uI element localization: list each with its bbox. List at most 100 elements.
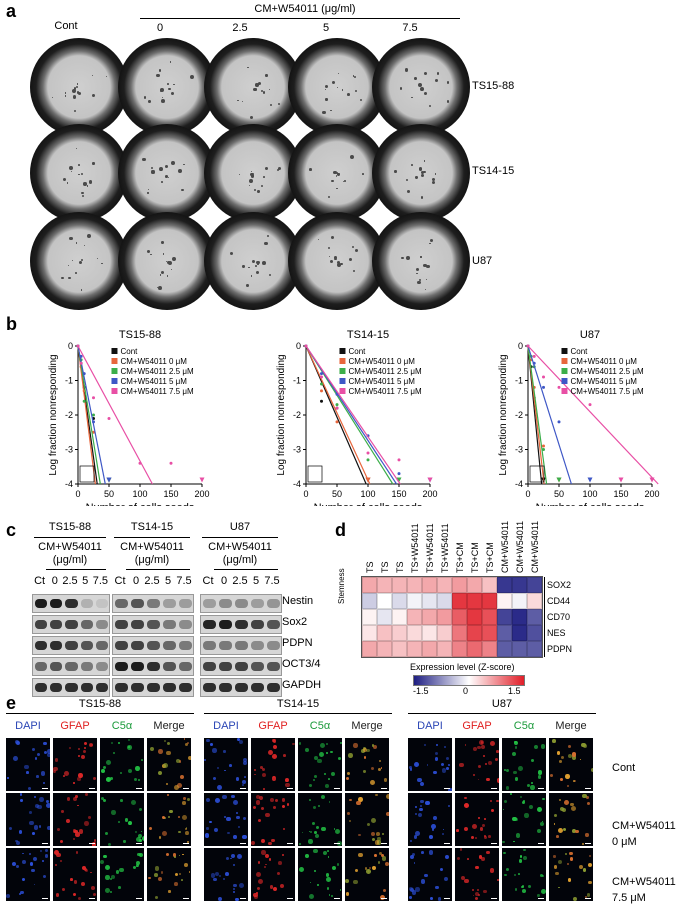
heatmap-column-label: TS+CM [455, 542, 465, 573]
panel-a-label: a [6, 1, 17, 21]
cell-signal [354, 868, 358, 872]
cell-signal [138, 778, 140, 781]
colony-sphere [324, 84, 329, 89]
colony-sphere [336, 172, 340, 176]
heatmap-cell [512, 577, 527, 593]
cell-signal [237, 825, 240, 828]
inset-box [529, 465, 545, 483]
cell-signal [33, 824, 39, 830]
colony-sphere [333, 256, 337, 260]
x-tick-label: 100 [360, 489, 375, 499]
cell-signal [61, 810, 64, 813]
colony-sphere [148, 100, 152, 103]
cell-signal [484, 834, 487, 837]
heatmap-cell [512, 593, 527, 609]
cell-signal [517, 765, 523, 771]
scale-bar [334, 898, 340, 899]
cell-signal [32, 748, 36, 752]
cell-signal [379, 759, 382, 762]
panel-c-label: c [6, 520, 17, 540]
cell-signal [473, 747, 477, 751]
channel-label: DAPI [417, 720, 443, 732]
cell-signal [262, 767, 266, 771]
colony-sphere [415, 268, 420, 272]
cell-signal [464, 879, 469, 884]
colony-sphere [250, 173, 254, 177]
cell-signal [53, 766, 58, 772]
cell-signal [559, 806, 564, 811]
cell-signal [14, 740, 19, 745]
cell-signal [281, 798, 286, 802]
cell-signal [552, 739, 556, 743]
cell-signal [320, 794, 326, 800]
cell-signal [108, 842, 112, 846]
cell-signal [503, 769, 506, 771]
cell-signal [486, 850, 490, 855]
data-point [79, 361, 83, 365]
cell-signal [540, 822, 545, 827]
cell-signal [73, 782, 75, 784]
colony-sphere [414, 77, 417, 81]
lane-label: 2.5 [232, 575, 248, 587]
colony-sphere [147, 188, 150, 191]
heatmap-cell [467, 641, 482, 657]
cell-signal [380, 894, 386, 900]
cell-signal [173, 785, 179, 791]
cell-signal [479, 855, 483, 859]
protein-band [251, 599, 264, 608]
colony-sphere [66, 181, 69, 184]
colony-sphere [105, 76, 108, 78]
colony-sphere [264, 241, 268, 245]
cell-signal [413, 862, 416, 865]
cell-signal [421, 851, 425, 855]
heatmap-cell [362, 577, 377, 593]
colony-sphere [278, 102, 281, 106]
cell-signal [72, 829, 77, 833]
heatmap-cell [422, 641, 437, 657]
colony-sphere [353, 75, 357, 79]
micrograph [251, 848, 295, 901]
cell-signal [496, 879, 499, 882]
if-group-title: TS14-15 [276, 698, 320, 710]
protein-band [35, 662, 48, 671]
cell-signal [557, 859, 563, 865]
cell-signal [496, 749, 499, 753]
cell-signal [90, 885, 95, 890]
colony-sphere [69, 236, 74, 241]
y-axis-label: Log fraction nonresponding [276, 354, 287, 475]
scale-bar [183, 898, 189, 899]
cell-signal [218, 896, 223, 901]
cell-signal [273, 806, 276, 810]
legend-swatch [111, 368, 118, 374]
blot-strip [112, 615, 194, 634]
if-row-label: Cont [612, 762, 636, 774]
data-point [320, 389, 323, 393]
cell-signal [242, 816, 246, 821]
colony-sphere [73, 109, 77, 113]
protein-band [50, 620, 63, 629]
cell-signal [47, 826, 50, 831]
protein-band [50, 683, 63, 692]
protein-label: OCT3/4 [282, 658, 321, 670]
cell-signal [28, 852, 32, 855]
cell-signal [160, 871, 164, 875]
cell-signal [477, 817, 480, 820]
colorbar-tick: 0 [463, 686, 469, 696]
cell-signal [176, 782, 182, 788]
cell-signal [265, 863, 267, 866]
data-point [335, 403, 339, 407]
cell-signal [409, 895, 412, 899]
cell-signal [480, 741, 483, 744]
colony-sphere [160, 274, 162, 276]
cell-signal [533, 744, 539, 749]
colony-sphere [420, 173, 424, 177]
cell-signal [183, 738, 186, 741]
colony-sphere [431, 181, 435, 185]
data-point [82, 399, 86, 403]
cell-signal [64, 770, 69, 776]
colony-sphere [92, 93, 96, 97]
cell-signal [444, 876, 449, 881]
treat-line [126, 569, 190, 570]
colony-sphere [156, 74, 160, 78]
micrograph [298, 793, 342, 846]
